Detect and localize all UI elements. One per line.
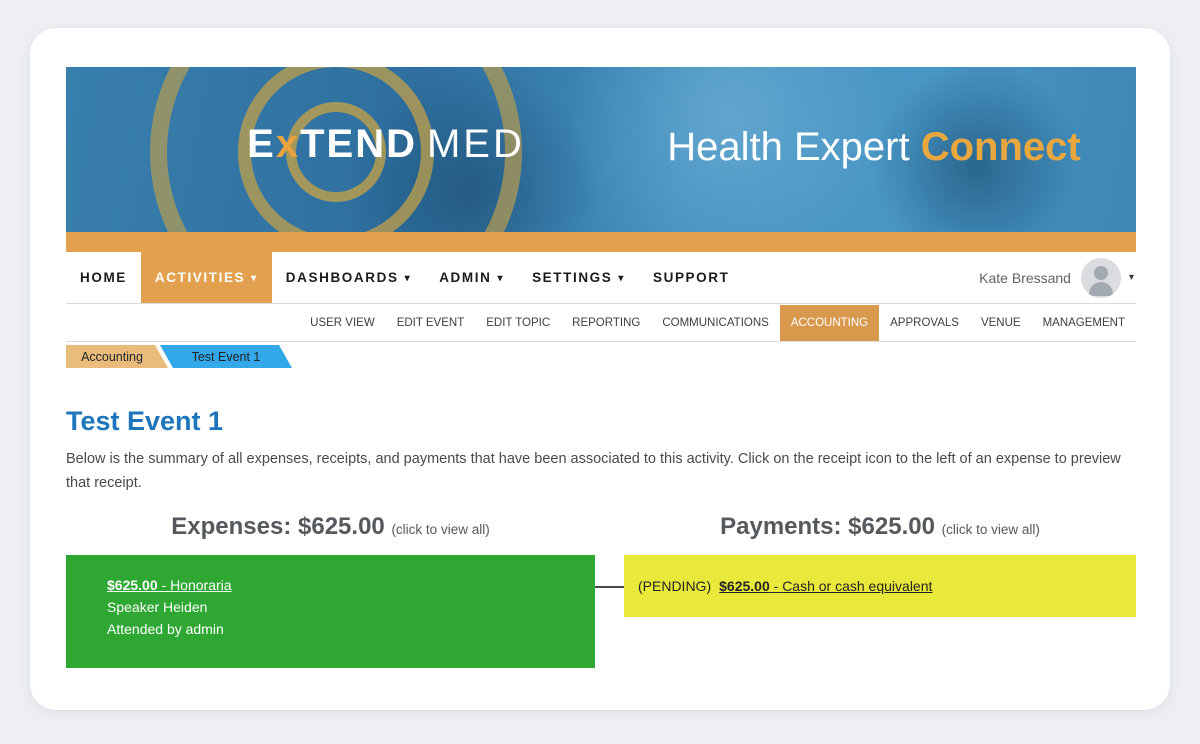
nav-item-settings[interactable]: SETTINGS ▾ — [518, 252, 639, 303]
chevron-down-icon: ▾ — [618, 273, 625, 284]
banner-tagline: Health Expert Connect — [614, 125, 1134, 170]
logo-e: E — [247, 122, 276, 166]
breadcrumb: Accounting Test Event 1 — [66, 345, 566, 368]
subnav-label: ACCOUNTING — [790, 317, 869, 329]
payment-status-badge: (PENDING) — [638, 578, 712, 594]
subnav-item-user-view[interactable]: USER VIEW — [299, 305, 386, 341]
breadcrumb-tab-test-event-1[interactable]: Test Event 1 — [160, 345, 292, 368]
nav-item-home[interactable]: HOME — [66, 252, 141, 303]
logo-ring-inner — [286, 102, 386, 202]
user-menu[interactable]: Kate Bressand ▾ — [979, 252, 1136, 303]
payment-amount: $625.00 — [719, 578, 770, 594]
subnav-item-edit-topic[interactable]: EDIT TOPIC — [475, 305, 561, 341]
subnav-item-venue[interactable]: VENUE — [970, 305, 1032, 341]
nav-item-admin[interactable]: ADMIN ▾ — [425, 252, 518, 303]
payment-label: Cash or cash equivalent — [782, 578, 933, 594]
nav-label: HOME — [80, 270, 127, 285]
expense-title-line: $625.00 - Honoraria — [107, 577, 575, 593]
nav-item-support[interactable]: SUPPORT — [639, 252, 743, 303]
subnav-label: VENUE — [980, 317, 1021, 329]
expense-link[interactable]: $625.00 - Honoraria — [107, 577, 232, 593]
page-description: Below is the summary of all expenses, re… — [66, 451, 1121, 491]
subnav-item-approvals[interactable]: APPROVALS — [879, 305, 970, 341]
subnav-item-management[interactable]: MANAGEMENT — [1032, 305, 1136, 341]
chevron-down-icon: ▾ — [251, 273, 258, 284]
expense-payment-connector-line — [595, 586, 624, 588]
subnav-label: EDIT TOPIC — [486, 317, 551, 329]
expense-card: $625.00 - Honoraria Speaker Heiden Atten… — [66, 555, 595, 668]
avatar[interactable] — [1080, 257, 1121, 298]
logo-tend: TEND — [300, 122, 417, 166]
main-nav: HOME ACTIVITIES ▾ DASHBOARDS ▾ ADMIN ▾ SETT… — [66, 252, 1136, 304]
page-title: Test Event 1 — [66, 406, 224, 436]
subnav-label: REPORTING — [572, 317, 641, 329]
payments-total: Payments: $625.00 — [720, 513, 935, 540]
expense-amount: $625.00 — [107, 577, 158, 593]
breadcrumb-label: Test Event 1 — [191, 349, 261, 364]
payment-card: (PENDING) $625.00 - Cash or cash equival… — [624, 555, 1136, 617]
payment-link[interactable]: $625.00 - Cash or cash equivalent — [719, 578, 932, 594]
nav-label: SETTINGS — [532, 270, 613, 285]
nav-item-dashboards[interactable]: DASHBOARDS ▾ — [272, 252, 425, 303]
subnav-label: MANAGEMENT — [1042, 317, 1125, 329]
subnav-item-reporting[interactable]: REPORTING — [561, 305, 651, 341]
extendmed-logo: ExTEND MED — [206, 122, 566, 167]
subnav-label: USER VIEW — [310, 317, 375, 329]
chevron-down-icon: ▾ — [497, 273, 505, 284]
payments-view-all-hint: (click to view all) — [941, 522, 1040, 537]
expense-attended-by: Attended by admin — [107, 621, 224, 637]
expense-speaker: Speaker Heiden — [107, 599, 208, 615]
expenses-total: Expenses: $625.00 — [171, 513, 385, 540]
user-name: Kate Bressand — [979, 269, 1071, 286]
expenses-heading[interactable]: Expenses: $625.00 (click to view all) — [66, 513, 595, 541]
subnav-label: EDIT EVENT — [396, 317, 465, 329]
event-subnav: USER VIEW EDIT EVENT EDIT TOPIC REPORTIN… — [66, 305, 1136, 342]
avatar-person-icon — [1093, 265, 1108, 280]
nav-item-activities[interactable]: ACTIVITIES ▾ — [140, 252, 272, 303]
subnav-label: APPROVALS — [890, 317, 959, 329]
subnav-item-accounting[interactable]: ACCOUNTING — [779, 305, 880, 341]
nav-label: ACTIVITIES — [154, 270, 246, 285]
breadcrumb-label: Accounting — [81, 349, 143, 364]
payments-heading[interactable]: Payments: $625.00 (click to view all) — [624, 513, 1136, 541]
expense-label: Honoraria — [170, 577, 232, 593]
hero-banner: ExTEND MED Health Expert Connect — [66, 67, 1136, 232]
subnav-item-communications[interactable]: COMMUNICATIONS — [651, 305, 779, 341]
avatar-person-icon — [1088, 281, 1113, 296]
subnav-item-edit-event[interactable]: EDIT EVENT — [386, 305, 476, 341]
nav-label: DASHBOARDS — [285, 270, 399, 285]
banner-orange-strip — [66, 232, 1136, 252]
nav-label: SUPPORT — [653, 270, 730, 285]
breadcrumb-tab-accounting[interactable]: Accounting — [66, 345, 168, 368]
nav-label: ADMIN — [439, 270, 492, 285]
content-card: ExTEND MED Health Expert Connect HOME ACT… — [30, 28, 1170, 710]
logo-x: x — [275, 122, 301, 166]
chevron-down-icon: ▾ — [404, 273, 412, 284]
tagline-white: Health Expert — [667, 125, 921, 169]
payment-separator: - — [769, 578, 783, 594]
chevron-down-icon[interactable]: ▾ — [1128, 272, 1134, 283]
expenses-view-all-hint: (click to view all) — [391, 522, 490, 537]
expense-separator: - — [157, 577, 171, 593]
subnav-label: COMMUNICATIONS — [662, 317, 769, 329]
logo-med: MED — [426, 122, 525, 166]
tagline-accent: Connect — [920, 125, 1081, 169]
